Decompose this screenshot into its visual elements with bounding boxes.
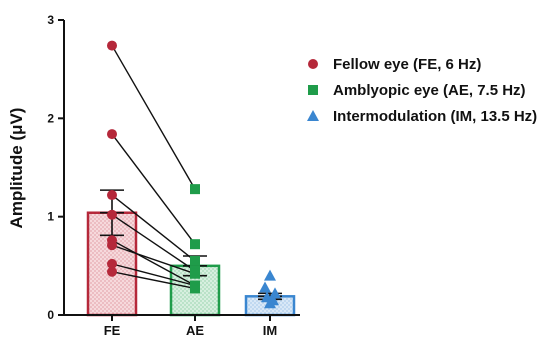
circle-point [107,129,117,140]
legend-label: Fellow eye (FE, 6 Hz) [333,56,481,73]
legend-label: Intermodulation (IM, 13.5 Hz) [333,108,537,125]
legend-label: Amblyopic eye (AE, 7.5 Hz) [333,82,526,99]
circle-point [107,258,117,269]
x-tick-label: IM [263,323,277,338]
square-point [190,255,200,266]
triangle-point [259,281,271,293]
square-point [190,184,200,195]
circle-point [107,240,117,251]
y-tick-label: 3 [47,13,54,27]
legend-marker-circle [308,59,318,69]
y-axis-label: Amplitude (μV) [7,108,26,229]
axes-layer: 0 1 2 3 FE AE IM [47,13,300,338]
circle-point [107,266,117,277]
triangle-point [264,269,276,281]
y-tick-label: 1 [47,210,54,224]
circle-point [107,190,117,201]
y-tick-label: 2 [47,111,54,125]
x-tick-label: FE [104,323,121,338]
paired-line-5 [111,244,196,275]
square-point [190,283,200,294]
paired-line-7 [111,271,196,290]
points-layer [107,40,281,309]
legend-marker-square [308,85,318,95]
paired-line-0 [111,45,196,190]
paired-lines-layer [111,45,196,290]
x-tick-label: AE [186,323,204,338]
circle-point [107,209,117,220]
circle-point [107,40,117,51]
legend: Fellow eye (FE, 6 Hz) Amblyopic eye (AE, … [307,56,537,125]
legend-marker-triangle [307,110,319,121]
square-point [190,239,200,250]
paired-line-3 [111,214,196,272]
y-tick-label: 0 [47,308,54,322]
paired-line-2 [111,194,196,262]
triangle-point [264,297,276,309]
paired-line-6 [111,263,196,287]
paired-line-4 [111,239,196,287]
triangle-point [269,287,281,299]
square-point [190,268,200,279]
paired-line-1 [111,133,196,245]
